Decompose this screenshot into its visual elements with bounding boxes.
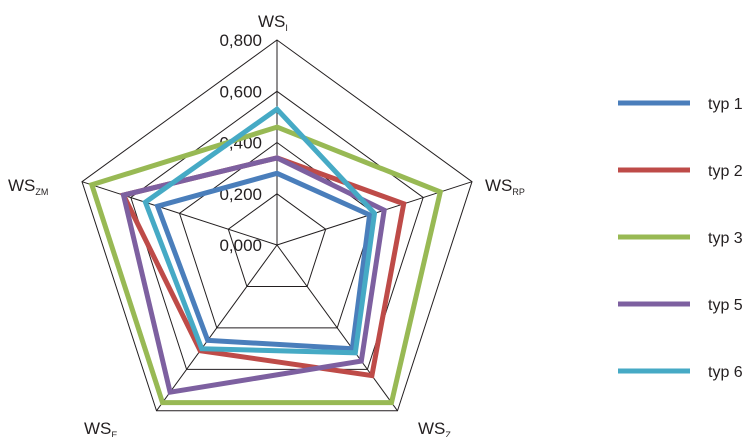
legend-label-typ-6: typ 6 <box>708 364 743 381</box>
axis-label-1: WSRP <box>485 176 525 197</box>
series-typ-1 <box>154 170 373 352</box>
legend-label-typ-3: typ 3 <box>708 230 743 247</box>
grid-ring-2 <box>178 141 376 329</box>
axis-label-4: WSZM <box>8 176 48 197</box>
axis-spoke-3 <box>156 244 278 412</box>
legend-label-typ-1: typ 1 <box>708 96 743 113</box>
grid-ring-4 <box>81 39 473 412</box>
series-typ-6 <box>142 105 378 356</box>
legend: typ 1 typ 2 typ 3 typ 5 typ 6 <box>618 96 743 381</box>
radar-tick-labels: 0,000 0,200 0,400 0,600 0,800 <box>219 31 262 255</box>
axis-spoke-2 <box>276 244 398 412</box>
grid-ring-3 <box>130 90 424 370</box>
radar-series <box>88 105 444 406</box>
axis-spoke-4 <box>81 181 278 246</box>
axis-label-3: WSE <box>84 419 117 437</box>
tick-label-0: 0,000 <box>219 236 262 255</box>
tick-label-4: 0,800 <box>219 31 262 50</box>
axis-label-2: WSZ <box>418 419 451 437</box>
axis-label-0: WSI <box>258 12 288 33</box>
legend-label-typ-5: typ 5 <box>708 297 743 314</box>
tick-label-1: 0,200 <box>219 185 262 204</box>
series-typ-3 <box>88 124 444 406</box>
grid-ring-1 <box>227 193 327 287</box>
radar-axis-labels: WSI WSRP WSZ WSE WSZM <box>8 12 525 437</box>
tick-label-2: 0,400 <box>219 134 262 153</box>
tick-label-3: 0,600 <box>219 82 262 101</box>
legend-label-typ-2: typ 2 <box>708 163 743 180</box>
